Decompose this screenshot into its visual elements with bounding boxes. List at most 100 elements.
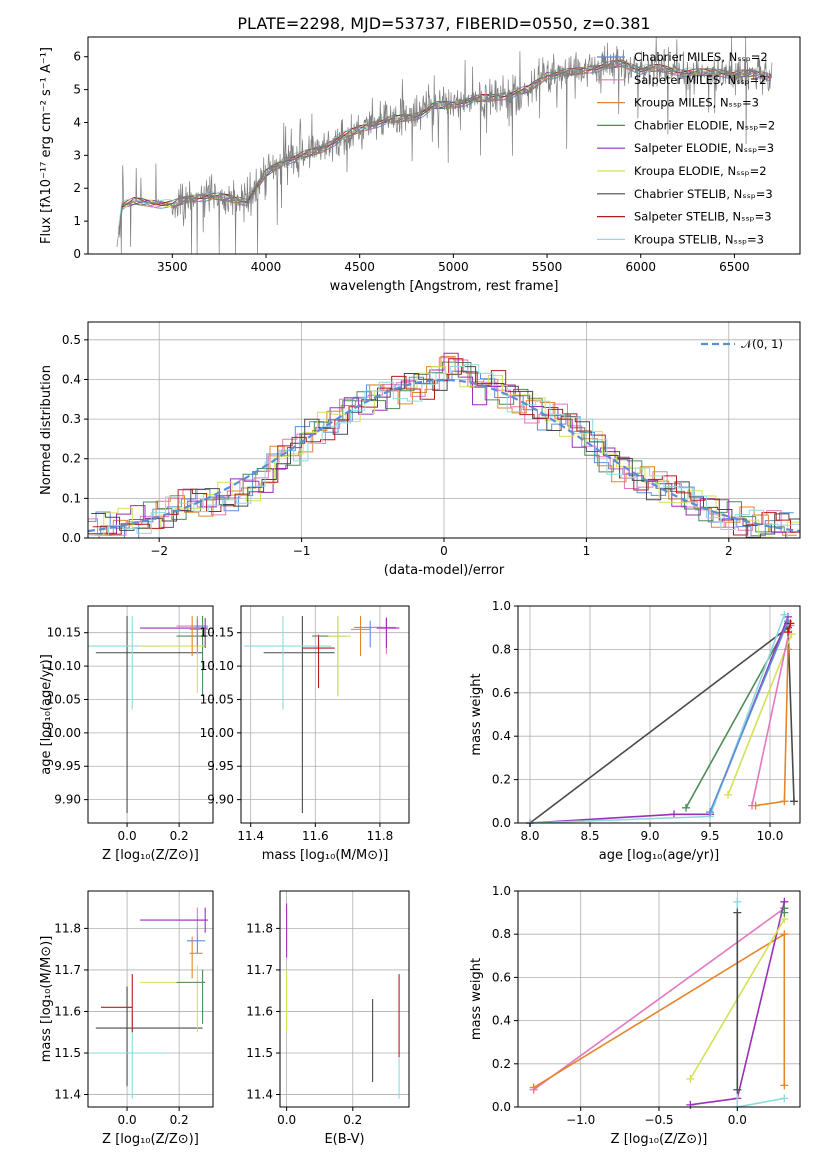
- y-tick-label: 2: [73, 181, 81, 195]
- y-tick-label: 10.15: [47, 626, 81, 640]
- axes-border: [87, 605, 214, 824]
- x-tick-label: 0.0: [118, 829, 137, 843]
- y-tick-label: 0.8: [492, 642, 511, 656]
- mass-vs-EBV-panel: 0.0 0.2 11.4 11.5 11.6 11.7 11.8 E(B-V): [246, 890, 410, 1147]
- axes-frame: −1.0 −0.5 0.0 0.0 0.2 0.4 0.6 0.8 1.0 Z [log₁₀(Z/…: [469, 884, 801, 1147]
- y-tick-label: 1: [73, 214, 81, 228]
- axes-frame: 8.0 8.5 9.0 9.5 10.0 0.0 0.2 0.4 0.6 0.8 1.0 age [l…: [469, 599, 801, 863]
- plot-area: [286, 903, 400, 1099]
- y-tick-label: 0.2: [62, 452, 81, 466]
- axes-border: [240, 605, 410, 824]
- weight-vs-age-panel: 8.0 8.5 9.0 9.5 10.0 0.0 0.2 0.4 0.6 0.8 1.0 age [l…: [469, 599, 801, 863]
- weight-marker: [780, 930, 789, 939]
- x-tick-label: 11.8: [367, 829, 394, 843]
- legend-label: Kroupa ELODIE, Nₛₛₚ=2: [634, 164, 767, 178]
- y-tick-label: 0.2: [492, 1057, 511, 1071]
- x-tick-label: 5500: [532, 260, 563, 274]
- age-vs-mass-panel: 11.4 11.6 11.8 9.90 9.95 10.00 10.05 10.10 10.15…: [200, 605, 410, 863]
- weight-marker: [682, 803, 690, 812]
- x-tick-label: 0.0: [728, 1113, 747, 1127]
- weight-marker: [780, 1094, 789, 1103]
- y-tick-label: 11.5: [54, 1046, 81, 1060]
- weight-line: [727, 633, 793, 796]
- histogram-step: [88, 352, 800, 539]
- weight-marker: [706, 808, 714, 817]
- y-tick-label: 11.7: [54, 963, 81, 977]
- figure-title: PLATE=2298, MJD=53737, FIBERID=0550, z=0…: [237, 14, 650, 33]
- weight-marker: [784, 628, 792, 637]
- x-axis-label: (data-model)/error: [384, 563, 505, 578]
- y-tick-label: 0.2: [492, 773, 511, 787]
- histogram-step: [88, 361, 799, 535]
- weight-marker: [780, 610, 789, 619]
- y-axis-label: age [log₁₀(age/yr)]: [39, 654, 54, 775]
- axes-border: [279, 890, 410, 1108]
- y-axis-label: mass weight: [469, 958, 484, 1040]
- legend: 𝒩(0, 1): [701, 337, 783, 351]
- weight-marker: [724, 790, 732, 799]
- model-line: [118, 60, 772, 230]
- x-tick-label: 8.5: [580, 829, 599, 843]
- y-tick-label: 0.5: [62, 333, 81, 347]
- y-axis-label: Flux [fλ10⁻¹⁷ erg cm⁻² s⁻¹ A⁻¹]: [39, 47, 54, 244]
- x-tick-label: 6500: [719, 260, 750, 274]
- axes-frame: −2 −1 0 1 2 0.0 0.1 0.2 0.3 0.4 0.5 (data-model)/er…: [39, 321, 801, 578]
- y-tick-label: 0.4: [62, 372, 81, 386]
- y-tick-label: 9.95: [207, 759, 234, 773]
- histogram-step: [91, 366, 800, 538]
- x-tick-label: 11.6: [302, 829, 329, 843]
- legend-label: 𝒩(0, 1): [741, 337, 783, 351]
- y-tick-label: 0.6: [492, 686, 511, 700]
- x-tick-label: 0.0: [277, 1113, 296, 1127]
- y-tick-label: 10.05: [47, 692, 81, 706]
- y-tick-label: 0.0: [492, 1100, 511, 1114]
- y-tick-label: 0: [73, 247, 81, 261]
- y-tick-label: 0.4: [492, 729, 511, 743]
- y-tick-label: 9.95: [54, 759, 81, 773]
- weight-line: [709, 620, 789, 813]
- x-tick-label: 2: [725, 544, 733, 558]
- plot-area: [88, 616, 208, 813]
- x-tick-label: 1: [583, 544, 591, 558]
- x-tick-label: 4500: [344, 260, 375, 274]
- y-tick-label: 11.7: [246, 963, 273, 977]
- y-tick-label: 0.1: [62, 491, 81, 505]
- legend-label: Kroupa STELIB, Nₛₛₚ=3: [634, 232, 764, 246]
- weight-marker: [780, 797, 789, 806]
- x-axis-label: wavelength [Angstrom, rest frame]: [330, 279, 559, 294]
- y-tick-label: 10.00: [200, 726, 234, 740]
- axes-frame: 0.0 0.2 9.90 9.95 10.00 10.05 10.10 10.15 Z [log…: [39, 605, 214, 863]
- data-spectrum-line: [116, 36, 773, 255]
- y-tick-label: 0.0: [492, 816, 511, 830]
- x-tick-label: −2: [150, 544, 168, 558]
- weight-marker: [780, 1081, 789, 1090]
- legend-label: Kroupa MILES, Nₛₛₚ=3: [634, 96, 759, 110]
- x-tick-label: 3500: [157, 260, 188, 274]
- axes-frame: 3500 4000 4500 5000 5500 6000 6500 0 1 2 3 4 5 6 wavel…: [39, 36, 801, 294]
- y-tick-label: 11.8: [246, 921, 273, 935]
- legend-label: Chabrier ELODIE, Nₛₛₚ=2: [634, 118, 775, 132]
- weight-marker: [686, 1100, 695, 1109]
- axes-frame: 11.4 11.6 11.8 9.90 9.95 10.00 10.05 10.10 10.15…: [200, 605, 410, 863]
- weight-marker: [529, 1083, 538, 1092]
- x-tick-label: 4000: [251, 260, 282, 274]
- model-line: [118, 59, 772, 232]
- x-axis-label: Z [log₁₀(Z/Z⊙)]: [102, 848, 199, 863]
- weight-marker: [733, 897, 742, 906]
- x-axis-label: E(B-V): [324, 1132, 364, 1147]
- weight-marker: [784, 645, 792, 654]
- weight-marker: [786, 619, 795, 628]
- x-tick-label: 5000: [438, 260, 469, 274]
- y-tick-label: 11.6: [54, 1004, 81, 1018]
- legend: Chabrier MILES, Nₛₛₚ=2 Salpeter MILES, Nₛ…: [597, 50, 775, 246]
- weight-line: [529, 616, 789, 824]
- y-tick-label: 9.90: [207, 793, 234, 807]
- histogram-step: [88, 355, 797, 539]
- y-axis-label: mass weight: [469, 673, 484, 755]
- y-tick-label: 10.10: [200, 659, 234, 673]
- weight-marker: [790, 797, 798, 806]
- weight-marker: [780, 908, 789, 917]
- y-tick-label: 0.6: [492, 970, 511, 984]
- weight-vs-Z-panel: −1.0 −0.5 0.0 0.0 0.2 0.4 0.6 0.8 1.0 Z [log₁₀(Z/…: [469, 884, 801, 1147]
